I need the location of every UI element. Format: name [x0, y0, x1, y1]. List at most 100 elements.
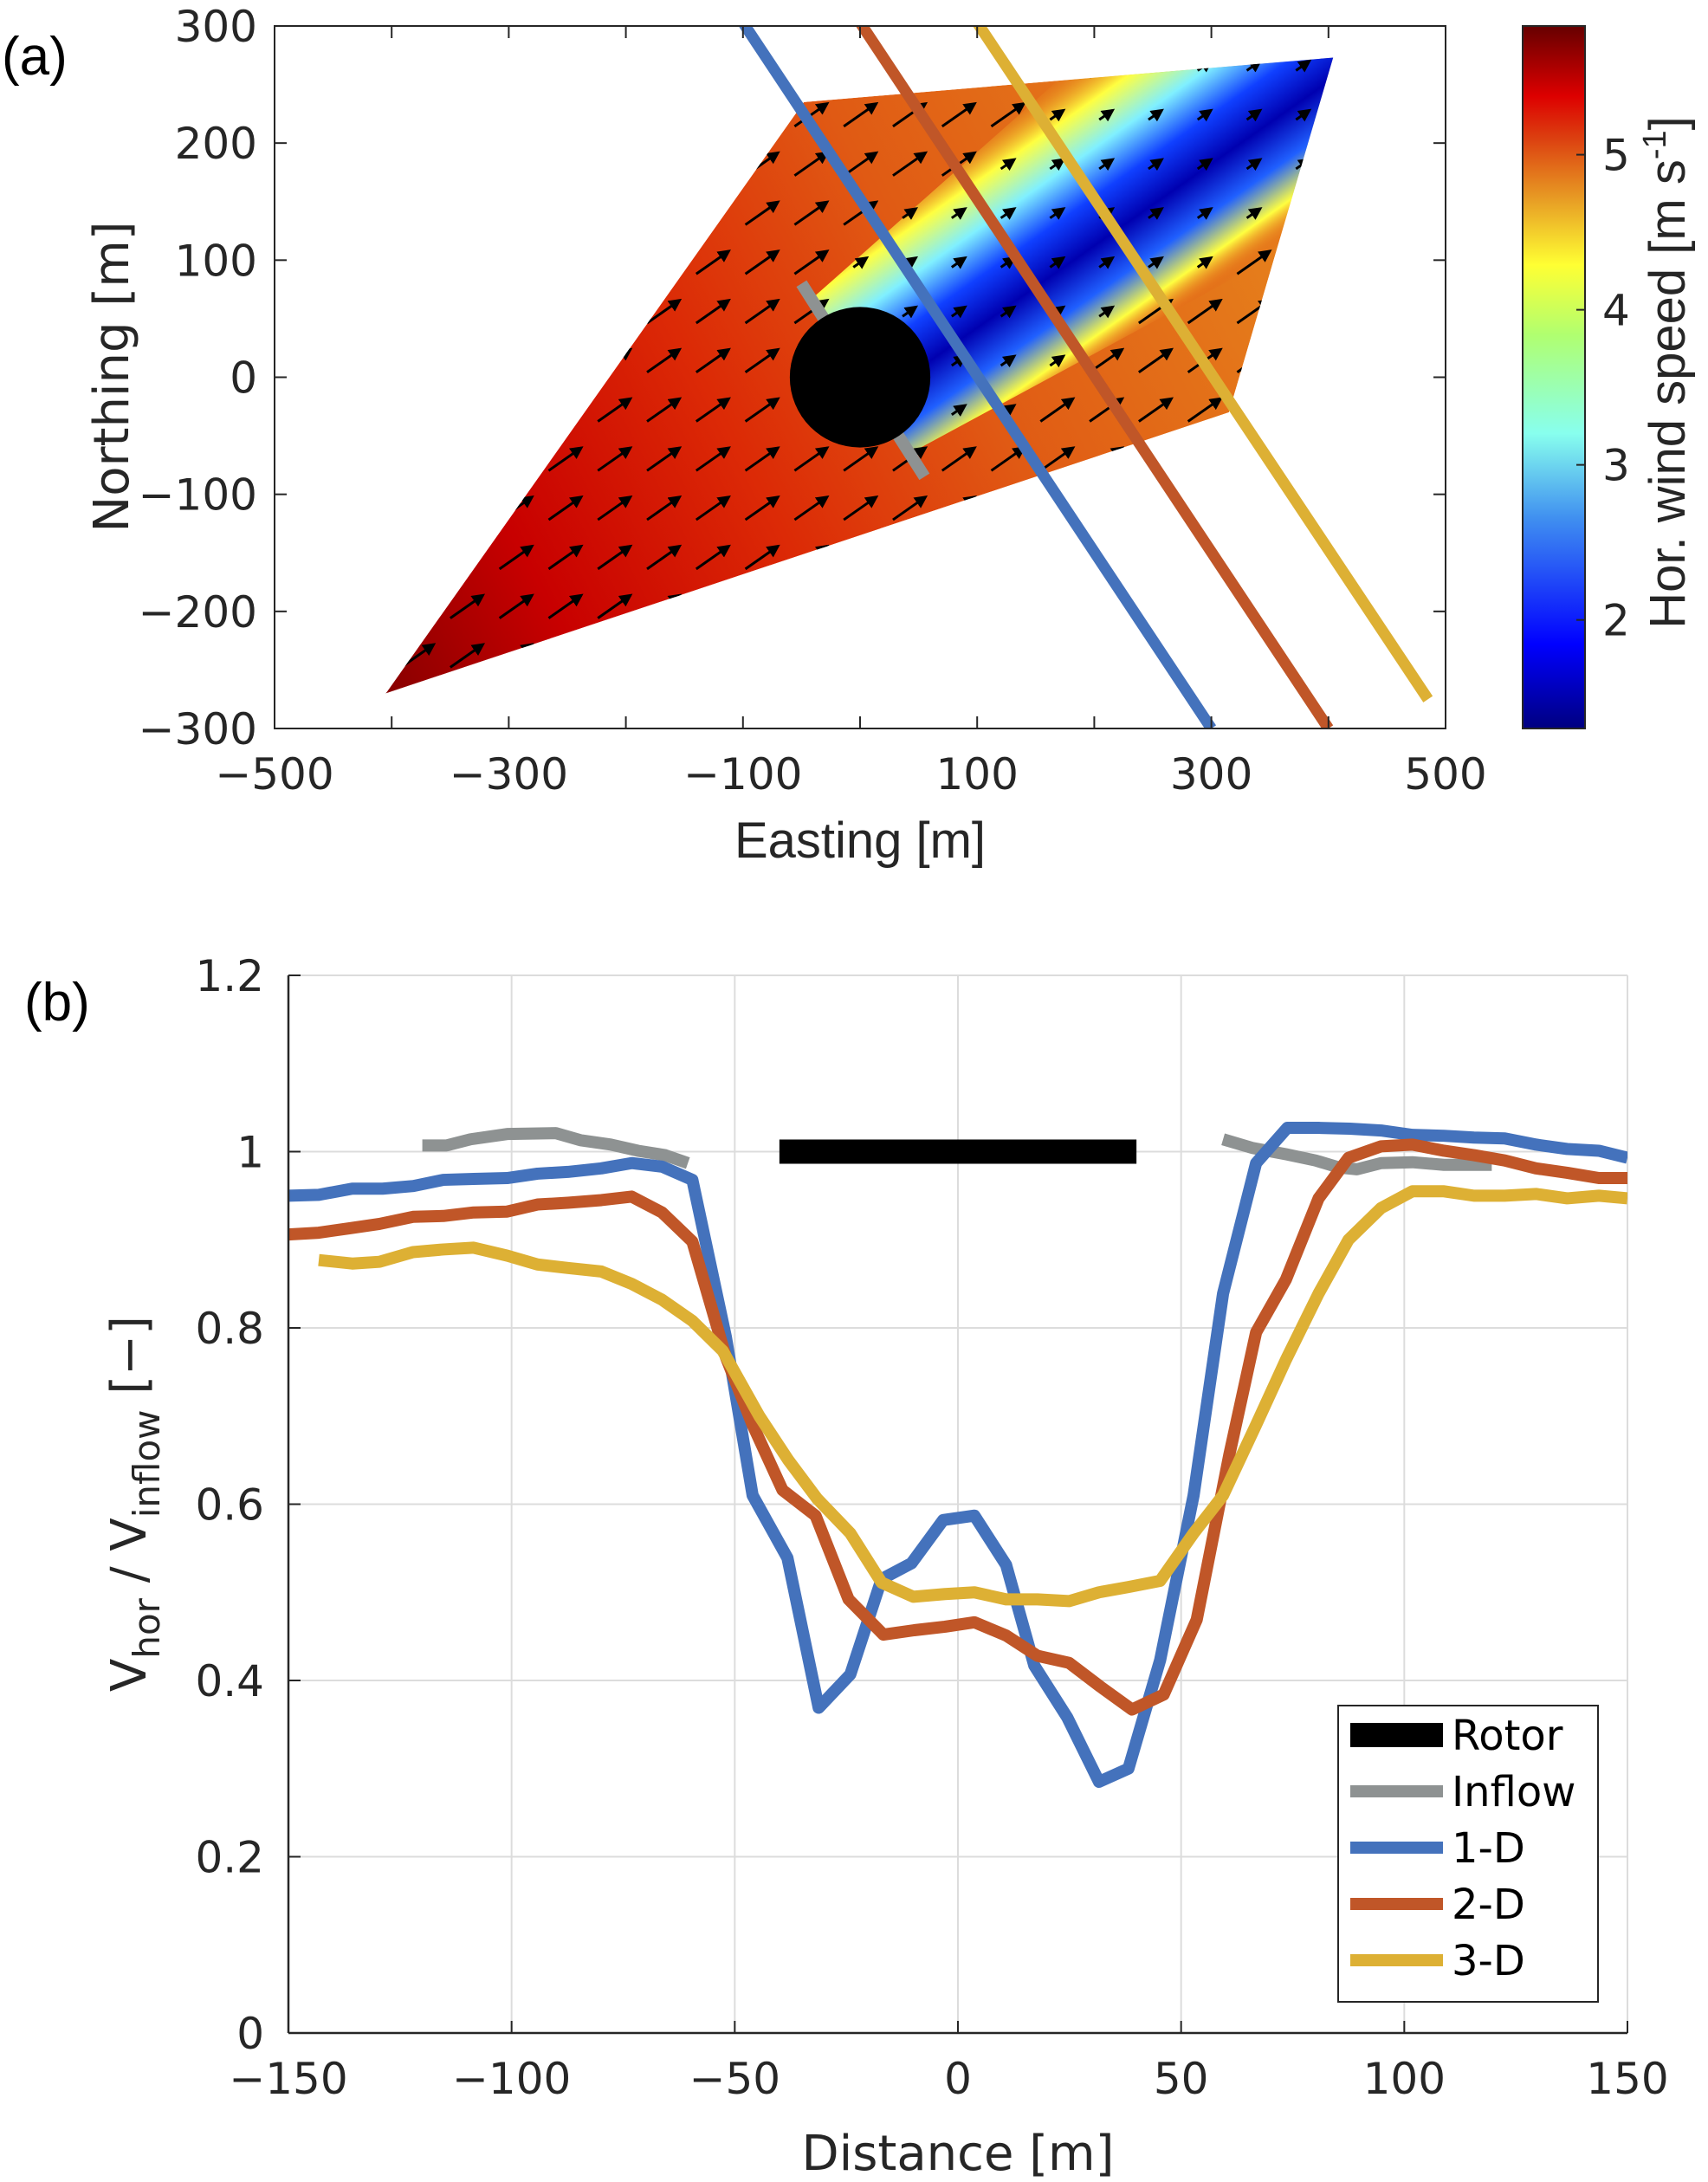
- wind-arrow: [793, 151, 830, 177]
- wind-arrow: [1295, 59, 1312, 73]
- wind-arrow: [990, 101, 1026, 128]
- legend-label: 1-D: [1452, 1824, 1525, 1873]
- wind-arrow: [695, 298, 731, 325]
- wind-arrow: [950, 207, 967, 220]
- x-tick-label: −300: [450, 749, 568, 800]
- colorbar-title: Hor. wind speed [m s-1]: [1637, 116, 1696, 629]
- panel-b-x-ticks: −150 −100 −50 0 50 100 150: [229, 2021, 1669, 2104]
- wind-arrow: [1049, 108, 1066, 122]
- x-tick-label: −100: [452, 2054, 571, 2104]
- wind-arrow: [941, 101, 977, 128]
- series-2-d: [288, 1138, 1627, 1716]
- wind-arrow: [1098, 108, 1116, 122]
- wind-arrow: [547, 446, 584, 472]
- panel-a: (a) −500 −300 −100 100 300 500 3002001000−100…: [2, 2, 1696, 869]
- legend-item-1-d: 1-D: [1350, 1824, 1525, 1873]
- y-tick-label: 0.8: [195, 1304, 264, 1354]
- wind-arrow: [646, 495, 683, 521]
- legend-label: Inflow: [1452, 1768, 1575, 1816]
- y-tick-label: 300: [175, 2, 257, 52]
- wind-arrow: [695, 495, 731, 521]
- panel-a-y-ticks: 300 200 100 0 −100 −200 −300: [139, 2, 1446, 754]
- transect-line-3-d: [973, 26, 1433, 703]
- panel-b-label: (b): [24, 973, 90, 1033]
- wind-arrow: [950, 305, 967, 319]
- colorbar-tick-label: 4: [1602, 286, 1630, 336]
- wind-arrow: [1000, 207, 1017, 220]
- wind-arrow: [1098, 158, 1116, 172]
- wind-arrow: [597, 495, 633, 521]
- wind-arrow: [450, 593, 486, 619]
- wind-arrow: [695, 544, 731, 571]
- wind-arrow: [1245, 108, 1263, 122]
- y-tick-label: −200: [139, 587, 257, 638]
- series-inflow: [422, 1127, 690, 1169]
- wind-arrow: [1196, 108, 1213, 122]
- legend-item-2-d: 2-D: [1350, 1881, 1525, 1929]
- wind-arrow: [1245, 158, 1263, 172]
- panel-a-x-axis-title: Easting [m]: [734, 813, 986, 869]
- y-tick-label: 0.4: [195, 1656, 264, 1706]
- wind-arrow: [902, 305, 918, 319]
- wind-arrow: [1236, 249, 1272, 275]
- panel-b-series: [288, 1122, 1627, 1789]
- wind-arrow: [597, 593, 633, 619]
- colorbar-gradient: [1522, 25, 1586, 729]
- legend-item-3-d: 3-D: [1350, 1937, 1525, 1985]
- wind-arrow: [1196, 158, 1213, 172]
- series-3-d: [318, 1185, 1627, 1608]
- x-tick-label: 100: [1363, 2054, 1446, 2104]
- wind-arrow: [498, 593, 534, 619]
- wind-arrow: [646, 544, 683, 571]
- colorbar-tick-label: 5: [1602, 131, 1630, 181]
- wind-arrow: [1196, 207, 1213, 220]
- wind-arrow: [1138, 347, 1174, 373]
- wind-arrow: [1098, 305, 1116, 319]
- wind-arrow: [1148, 108, 1164, 122]
- panel-a-label: (a): [2, 27, 68, 87]
- wind-arrow: [744, 397, 780, 423]
- wind-arrow: [498, 544, 534, 571]
- x-tick-label: −50: [689, 2054, 781, 2104]
- transect-line-1-d: [738, 26, 1217, 728]
- wind-arrow: [1049, 354, 1066, 368]
- wind-arrow: [547, 495, 584, 521]
- wind-arrow: [793, 495, 830, 521]
- wind-arrow: [1245, 207, 1263, 220]
- y-tick-label: 0.2: [195, 1833, 264, 1883]
- wind-arrow: [597, 446, 633, 472]
- wind-arrow: [547, 593, 584, 619]
- wind-arrow: [1049, 256, 1066, 269]
- transect-line-2-d: [855, 26, 1334, 728]
- wind-arrow: [646, 397, 683, 423]
- wind-arrow: [744, 446, 780, 472]
- wind-arrow: [1049, 207, 1066, 220]
- transect-lines: [738, 26, 1433, 728]
- wind-arrow: [950, 256, 967, 269]
- wind-arrow: [892, 151, 928, 177]
- wind-arrow: [1196, 256, 1213, 269]
- wind-arrow: [843, 495, 879, 521]
- y-tick-label: 100: [175, 236, 257, 286]
- legend-label: 3-D: [1452, 1937, 1525, 1985]
- colorbar-tick-label: 2: [1602, 596, 1630, 646]
- panel-b: (b) −150 −100 −50 0 50 100 150 0 0.2 0.4 0.6 0.8 1 1…: [24, 951, 1669, 2182]
- wind-arrow: [1039, 397, 1076, 423]
- wind-arrow: [941, 446, 977, 472]
- y-tick-label: −300: [139, 704, 257, 754]
- rotor-disc: [789, 307, 931, 448]
- wind-arrow: [843, 446, 879, 472]
- wind-arrow: [1039, 446, 1076, 472]
- wind-arrow: [950, 404, 967, 417]
- wind-arrow: [450, 643, 486, 669]
- wind-arrow: [744, 200, 780, 226]
- wind-arrow: [646, 347, 683, 373]
- x-tick-label: 0: [944, 2054, 972, 2104]
- x-tick-label: 300: [1170, 749, 1252, 800]
- wind-arrow: [695, 397, 731, 423]
- wind-arrow: [1138, 397, 1174, 423]
- wind-arrow: [744, 347, 780, 373]
- legend-label: 2-D: [1452, 1881, 1525, 1929]
- wind-arrow: [646, 298, 683, 325]
